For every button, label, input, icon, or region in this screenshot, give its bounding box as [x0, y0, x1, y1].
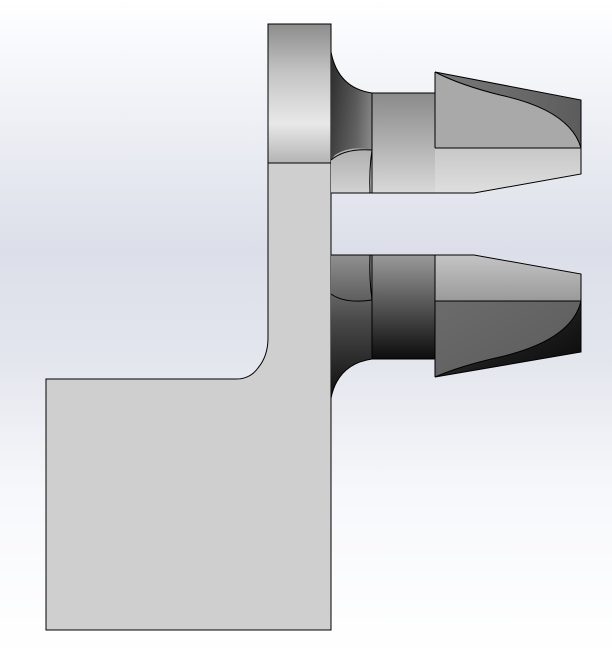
lower-pin-fillet	[331, 255, 372, 398]
upper-snap-pin[interactable]	[330, 51, 582, 194]
lower-pin-shaft	[372, 255, 435, 359]
lower-pin-head-face	[435, 301, 581, 377]
lower-snap-pin[interactable]	[330, 254, 582, 399]
upper-pin-head-face	[435, 72, 581, 148]
upper-pin-shaft	[372, 93, 435, 193]
top-flange[interactable]	[267, 23, 332, 164]
upper-pin-head-lower	[435, 148, 581, 193]
lower-pin-head-upper	[435, 255, 581, 301]
upper-pin-fillet-shade	[331, 52, 372, 160]
bracket-body[interactable]	[45, 162, 332, 631]
